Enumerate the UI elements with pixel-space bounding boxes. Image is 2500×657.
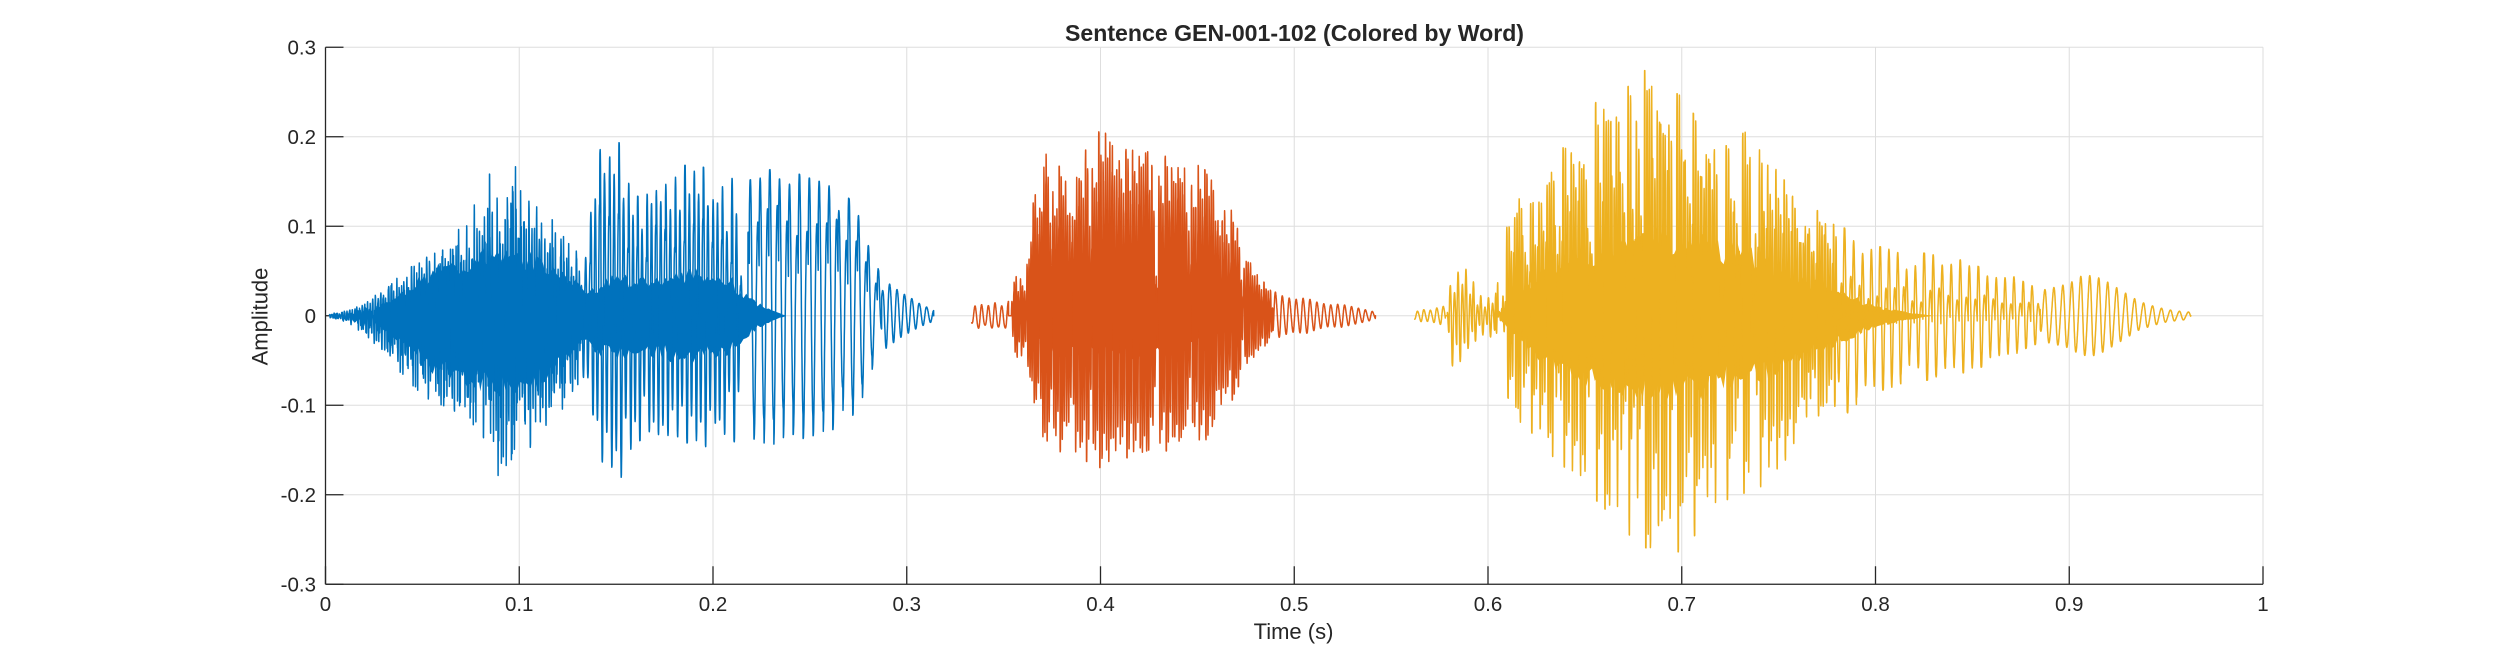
svg-text:0.9: 0.9 (2055, 593, 2084, 616)
svg-text:0.6: 0.6 (1474, 593, 1503, 616)
svg-text:-0.1: -0.1 (281, 395, 316, 418)
svg-text:0.2: 0.2 (699, 593, 728, 616)
svg-text:0: 0 (305, 305, 316, 328)
svg-text:-0.2: -0.2 (281, 484, 316, 507)
svg-text:0.7: 0.7 (1668, 593, 1697, 616)
svg-text:-0.3: -0.3 (281, 574, 316, 597)
svg-text:0.4: 0.4 (1086, 593, 1115, 616)
svg-text:0.8: 0.8 (1861, 593, 1890, 616)
svg-text:Time (s): Time (s) (1254, 619, 1334, 644)
svg-text:Sentence GEN-001-102 (Colored: Sentence GEN-001-102 (Colored by Word) (1065, 20, 1524, 46)
svg-text:0.1: 0.1 (288, 216, 317, 239)
svg-text:Amplitude: Amplitude (248, 268, 273, 366)
svg-text:0.3: 0.3 (288, 37, 317, 60)
svg-text:0: 0 (320, 593, 331, 616)
svg-text:0.3: 0.3 (893, 593, 922, 616)
svg-text:1: 1 (2257, 593, 2268, 616)
svg-text:0.1: 0.1 (505, 593, 534, 616)
svg-text:0.2: 0.2 (288, 126, 317, 149)
svg-text:0.5: 0.5 (1280, 593, 1309, 616)
